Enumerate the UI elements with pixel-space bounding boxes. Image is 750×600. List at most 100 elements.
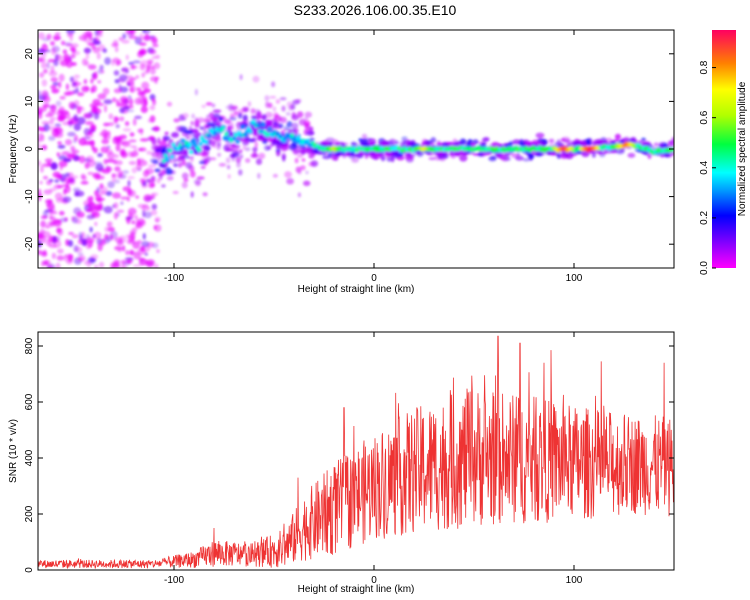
heatmap-cell: [311, 147, 319, 154]
heatmap-cell: [340, 151, 345, 155]
heatmap-cell: [44, 158, 53, 163]
heatmap-cell: [623, 136, 631, 143]
heatmap-cell: [56, 109, 63, 117]
heatmap-cell: [81, 176, 88, 181]
heatmap-cell: [265, 101, 270, 108]
colorbar-tick-label: 0.2: [699, 211, 710, 225]
snr-x-tick-label: 100: [566, 575, 583, 586]
heatmap-cell: [62, 196, 72, 203]
heatmap-cell: [115, 117, 120, 121]
heatmap-cell: [591, 152, 597, 158]
heatmap-cell: [131, 220, 136, 225]
heatmap-cell: [139, 245, 145, 252]
heatmap-cell: [467, 139, 473, 143]
heatmap-cell: [252, 75, 260, 83]
heatmap-cell: [194, 131, 201, 138]
heatmap-cell: [278, 123, 284, 128]
heatmap-cell: [235, 139, 240, 144]
heatmap-cell: [283, 126, 289, 131]
heatmap-cell: [113, 211, 118, 220]
heatmap-cell: [305, 130, 315, 137]
heatmap-cell: [601, 151, 608, 155]
heatmap-cell: [240, 124, 245, 130]
heatmap-cell: [322, 155, 331, 160]
heatmap-cell: [197, 147, 202, 153]
heatmap-cell: [90, 87, 94, 94]
heatmap-cell: [515, 155, 524, 161]
heatmap-cell: [128, 77, 137, 81]
heatmap-cell: [137, 99, 142, 104]
heatmap-cell: [64, 139, 73, 146]
heatmap-cell: [153, 126, 160, 132]
heatmap-cell: [212, 143, 217, 149]
heatmap-cell: [236, 161, 241, 168]
heatmap-cell: [126, 217, 131, 225]
heatmap-cell: [103, 104, 108, 113]
heatmap-cell: [136, 158, 141, 166]
heatmap-cell: [361, 133, 368, 139]
heatmap-cell: [291, 142, 298, 149]
heatmap-cell: [627, 152, 636, 158]
heatmap-cell: [40, 215, 48, 219]
heatmap-cell: [72, 89, 80, 94]
heatmap-cell: [90, 195, 94, 202]
heatmap-cell: [160, 148, 166, 154]
heatmap-cell: [224, 148, 234, 152]
heatmap-cell: [218, 117, 224, 122]
heatmap-cell: [373, 152, 382, 159]
heatmap-cell: [89, 202, 96, 206]
heatmap-cell: [148, 181, 156, 189]
heatmap-cell: [39, 165, 44, 173]
heatmap-cell: [81, 85, 90, 93]
heatmap-cell: [364, 153, 369, 159]
figure-title: S233.2026.106.00.35.E10: [294, 2, 457, 18]
heatmap-cell: [126, 196, 130, 202]
heatmap-cell: [453, 152, 462, 156]
heatmap-cell: [106, 159, 115, 163]
heatmap-cell: [209, 157, 217, 161]
heatmap-cell: [70, 145, 76, 151]
heatmap-cell: [149, 68, 156, 75]
heatmap-cell: [317, 149, 323, 155]
heatmap-cell: [124, 98, 128, 105]
heatmap-cell: [189, 149, 194, 155]
heatmap-cell: [248, 129, 253, 134]
heatmap-cell: [119, 116, 125, 122]
heatmap-cell: [78, 231, 83, 238]
heatmap-cell: [50, 77, 58, 82]
heatmap-cell: [350, 141, 356, 148]
heatmap-cell: [114, 46, 119, 53]
heatmap-cell: [124, 121, 130, 126]
spectrogram-x-tick-label: 100: [566, 273, 583, 284]
heatmap-cell: [93, 111, 100, 120]
heatmap-cell: [203, 125, 210, 129]
heatmap-cell: [92, 98, 101, 105]
heatmap-cell: [97, 30, 103, 35]
heatmap-cell: [581, 140, 587, 148]
spectrogram-y-tick-label: 20: [24, 48, 35, 60]
heatmap-cell: [233, 133, 239, 138]
heatmap-cell: [141, 72, 146, 78]
heatmap-cell: [388, 138, 397, 145]
heatmap-cell: [55, 174, 63, 179]
heatmap-cell: [163, 135, 171, 141]
heatmap-cell: [239, 149, 243, 153]
heatmap-cell: [73, 187, 81, 192]
heatmap-cell: [39, 72, 45, 78]
heatmap-cell: [53, 184, 62, 190]
heatmap-cell: [151, 55, 157, 60]
heatmap-cell: [294, 157, 299, 164]
heatmap-cell: [59, 217, 68, 223]
spectrogram-y-tick-label: -10: [24, 189, 35, 204]
heatmap-cell: [153, 225, 157, 230]
heatmap-cell: [187, 155, 195, 160]
colorbar-tick-label: 0.4: [699, 160, 710, 174]
heatmap-cell: [250, 126, 256, 131]
heatmap-cell: [275, 99, 281, 104]
heatmap-cell: [93, 231, 102, 240]
heatmap-cell: [143, 170, 150, 178]
heatmap-cell: [138, 50, 143, 55]
heatmap-cell: [198, 141, 203, 147]
heatmap-cell: [190, 170, 196, 178]
heatmap-cell: [159, 140, 167, 147]
